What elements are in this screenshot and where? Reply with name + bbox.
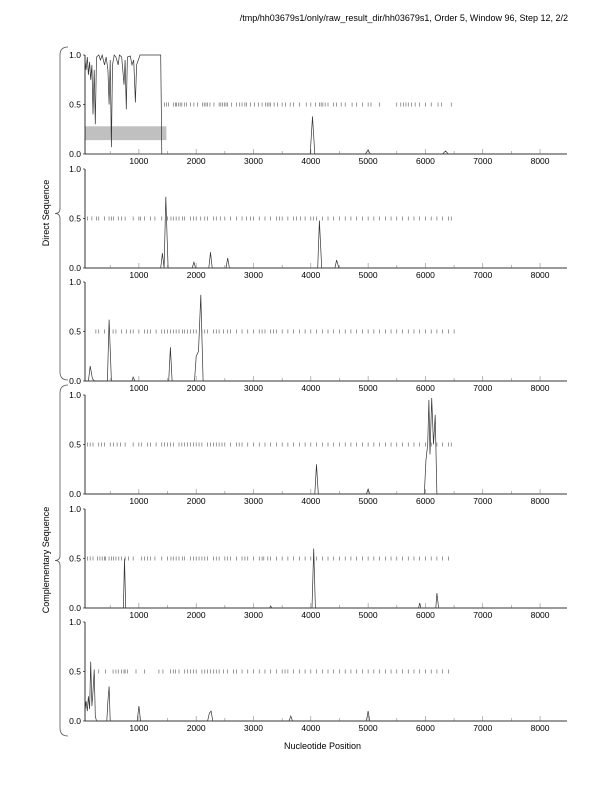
brace-complementary <box>54 384 69 737</box>
score-curve <box>84 661 567 722</box>
y-tick-label: 0.0 <box>69 489 81 499</box>
x-tick-label: 7000 <box>473 156 492 166</box>
score-curve <box>85 397 567 495</box>
x-tick-label: 2000 <box>187 723 206 733</box>
x-tick-label: 5000 <box>359 610 378 620</box>
x-tick-label: 6000 <box>416 383 435 393</box>
x-tick-label: 6000 <box>416 610 435 620</box>
x-tick-label: 8000 <box>531 723 550 733</box>
panel-4: 0.0 0.5 1.0 1000 2000 3000 4000 5000 6000 7000 800… <box>69 390 567 506</box>
y-tick-label: 0.5 <box>69 100 81 110</box>
x-tick-label: 8000 <box>531 383 550 393</box>
score-curve <box>85 294 567 382</box>
y-tick-label: 0.5 <box>69 214 81 224</box>
x-tick-label: 1000 <box>129 156 148 166</box>
score-curve <box>85 196 567 269</box>
y-tick-label: 1.0 <box>69 164 81 174</box>
y-tick-label: 0.5 <box>69 327 81 337</box>
panel-3: 0.0 0.5 1.0 1000 2000 3000 4000 5000 6000 7000 800… <box>69 277 567 393</box>
x-tick-label: 6000 <box>416 496 435 506</box>
x-tick-label: 3000 <box>244 156 263 166</box>
x-tick-label: 5000 <box>359 270 378 280</box>
panel-1: 0.0 0.5 1.0 1000 2000 3000 4000 5000 6000 7000 800… <box>69 50 567 166</box>
x-tick-label: 5000 <box>359 723 378 733</box>
x-tick-label: 8000 <box>531 610 550 620</box>
x-tick-label: 4000 <box>301 270 320 280</box>
panel-2: 0.0 0.5 1.0 1000 2000 3000 4000 5000 6000 7000 800… <box>69 164 567 280</box>
x-tick-label: 7000 <box>473 723 492 733</box>
x-tick-label: 8000 <box>531 496 550 506</box>
y-tick-label: 0.5 <box>69 554 81 564</box>
y-tick-label: 0.5 <box>69 667 81 677</box>
y-tick-label: 0.0 <box>69 263 81 273</box>
x-tick-label: 4000 <box>301 496 320 506</box>
x-tick-label: 5000 <box>359 156 378 166</box>
x-tick-label: 3000 <box>244 496 263 506</box>
x-tick-label: 3000 <box>244 383 263 393</box>
x-tick-label: 4000 <box>301 610 320 620</box>
x-tick-label: 8000 <box>531 270 550 280</box>
y-tick-label: 0.0 <box>69 716 81 726</box>
group-label-complementary: Complementary Sequence <box>41 506 51 614</box>
x-tick-label: 7000 <box>473 270 492 280</box>
x-axis-label: Nucleotide Position <box>284 741 362 751</box>
x-tick-label: 3000 <box>244 723 263 733</box>
brace-direct <box>54 46 69 381</box>
y-tick-label: 0.0 <box>69 376 81 386</box>
x-tick-label: 5000 <box>359 383 378 393</box>
y-tick-label: 0.0 <box>69 149 81 159</box>
y-tick-label: 1.0 <box>69 617 81 627</box>
y-tick-label: 0.0 <box>69 603 81 613</box>
x-tick-label: 1000 <box>129 610 148 620</box>
x-tick-label: 1000 <box>129 723 148 733</box>
y-tick-label: 0.5 <box>69 440 81 450</box>
x-tick-label: 7000 <box>473 496 492 506</box>
panel-5: 0.0 0.5 1.0 1000 2000 3000 4000 5000 6000 7000 800… <box>69 504 567 620</box>
panel-6: 0.0 0.5 1.0 1000 2000 3000 4000 5000 6000 7000 800… <box>69 617 567 733</box>
x-tick-label: 7000 <box>473 383 492 393</box>
x-tick-label: 6000 <box>416 270 435 280</box>
score-curve <box>85 548 567 609</box>
page-title: /tmp/hh03679s1/only/raw_result_dir/hh036… <box>239 13 568 23</box>
x-tick-label: 3000 <box>244 270 263 280</box>
x-tick-label: 2000 <box>187 383 206 393</box>
x-tick-label: 2000 <box>187 496 206 506</box>
x-tick-label: 2000 <box>187 610 206 620</box>
x-tick-label: 1000 <box>129 270 148 280</box>
x-tick-label: 6000 <box>416 723 435 733</box>
x-tick-label: 1000 <box>129 383 148 393</box>
x-tick-label: 4000 <box>301 156 320 166</box>
x-tick-label: 5000 <box>359 496 378 506</box>
x-tick-label: 6000 <box>416 156 435 166</box>
y-tick-label: 1.0 <box>69 50 81 60</box>
x-tick-label: 4000 <box>301 723 320 733</box>
x-tick-label: 8000 <box>531 156 550 166</box>
score-curve <box>84 53 567 155</box>
x-tick-label: 4000 <box>301 383 320 393</box>
y-tick-label: 1.0 <box>69 277 81 287</box>
x-tick-label: 7000 <box>473 610 492 620</box>
y-tick-label: 1.0 <box>69 504 81 514</box>
group-label-direct: Direct Sequence <box>41 179 51 247</box>
x-tick-label: 1000 <box>129 496 148 506</box>
x-tick-label: 2000 <box>187 156 206 166</box>
x-tick-label: 3000 <box>244 610 263 620</box>
y-tick-label: 1.0 <box>69 390 81 400</box>
x-tick-label: 2000 <box>187 270 206 280</box>
highlight-band <box>85 126 167 141</box>
